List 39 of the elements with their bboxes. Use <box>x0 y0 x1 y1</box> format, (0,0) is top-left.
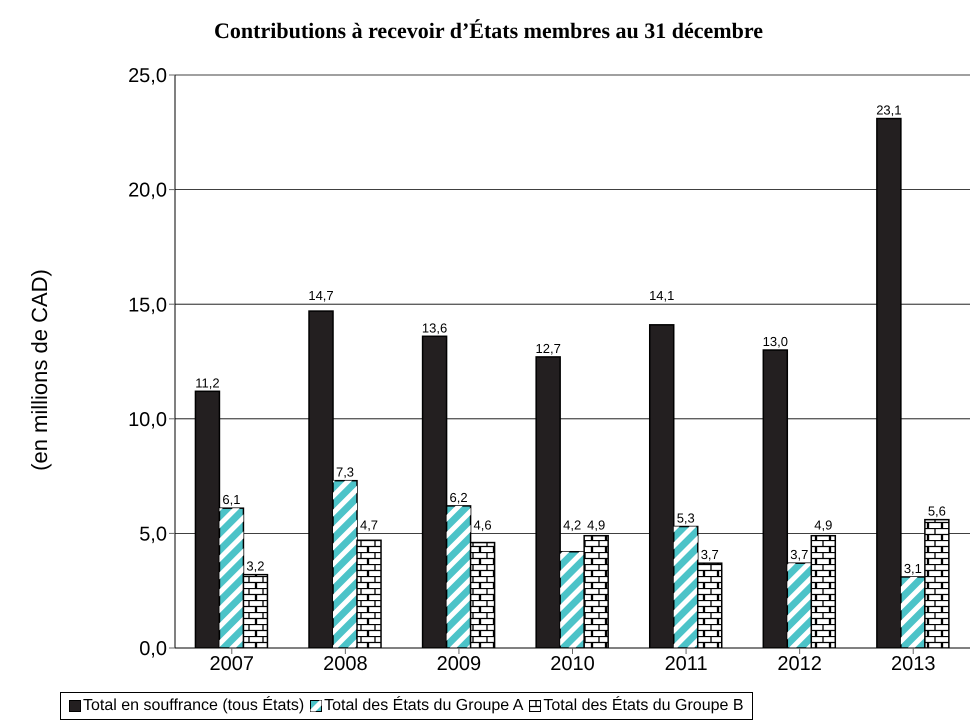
y-tick-label: 25,0 <box>128 65 167 88</box>
y-tick-label: 10,0 <box>128 408 167 431</box>
data-label: 14,7 <box>308 288 334 304</box>
legend-label: Total en souffrance (tous États) <box>83 697 304 715</box>
x-tick-label: 2012 <box>777 653 822 676</box>
data-label: 6,1 <box>222 492 240 508</box>
legend-label: Total des États du Groupe B <box>543 697 744 715</box>
x-tick-label: 2009 <box>436 653 482 676</box>
data-label: 4,9 <box>814 517 832 532</box>
data-label: 4,2 <box>563 517 582 532</box>
data-label: 12,7 <box>536 340 561 356</box>
data-label: 6,2 <box>450 490 468 505</box>
data-label: 4,7 <box>360 517 378 532</box>
data-label: 13,6 <box>422 320 448 336</box>
x-tick-label: 2010 <box>550 653 595 676</box>
chart-title: Contributions à recevoir d’États membres au 31 décembre <box>213 18 764 44</box>
data-label: 3,1 <box>904 560 922 576</box>
data-label: 11,2 <box>195 375 220 390</box>
data-label: 4,9 <box>587 517 606 532</box>
data-label: 5,6 <box>928 504 946 519</box>
data-label: 3,7 <box>790 547 808 562</box>
y-tick-label: 5,0 <box>139 524 167 546</box>
y-axis-title: (en millions de CAD) <box>27 269 53 471</box>
y-tick-label: 15,0 <box>128 294 167 316</box>
data-label: 14,1 <box>649 288 674 304</box>
y-tick-label: 20,0 <box>128 180 167 202</box>
x-tick-label: 2008 <box>323 653 368 676</box>
data-label: 13,0 <box>762 334 788 350</box>
data-label: 3,2 <box>246 558 264 574</box>
data-label: 4,6 <box>474 517 492 532</box>
x-tick-label: 2011 <box>664 653 708 676</box>
y-tick-label: 0,0 <box>139 638 167 660</box>
data-label: 23,1 <box>876 102 902 118</box>
x-tick-label: 2013 <box>890 653 936 676</box>
x-tick-label: 2007 <box>210 653 254 676</box>
data-label: 5,3 <box>676 510 695 526</box>
legend-label: Total des États du Groupe A <box>324 697 524 715</box>
data-label: 7,3 <box>336 464 354 480</box>
data-label: 3,7 <box>700 547 719 562</box>
